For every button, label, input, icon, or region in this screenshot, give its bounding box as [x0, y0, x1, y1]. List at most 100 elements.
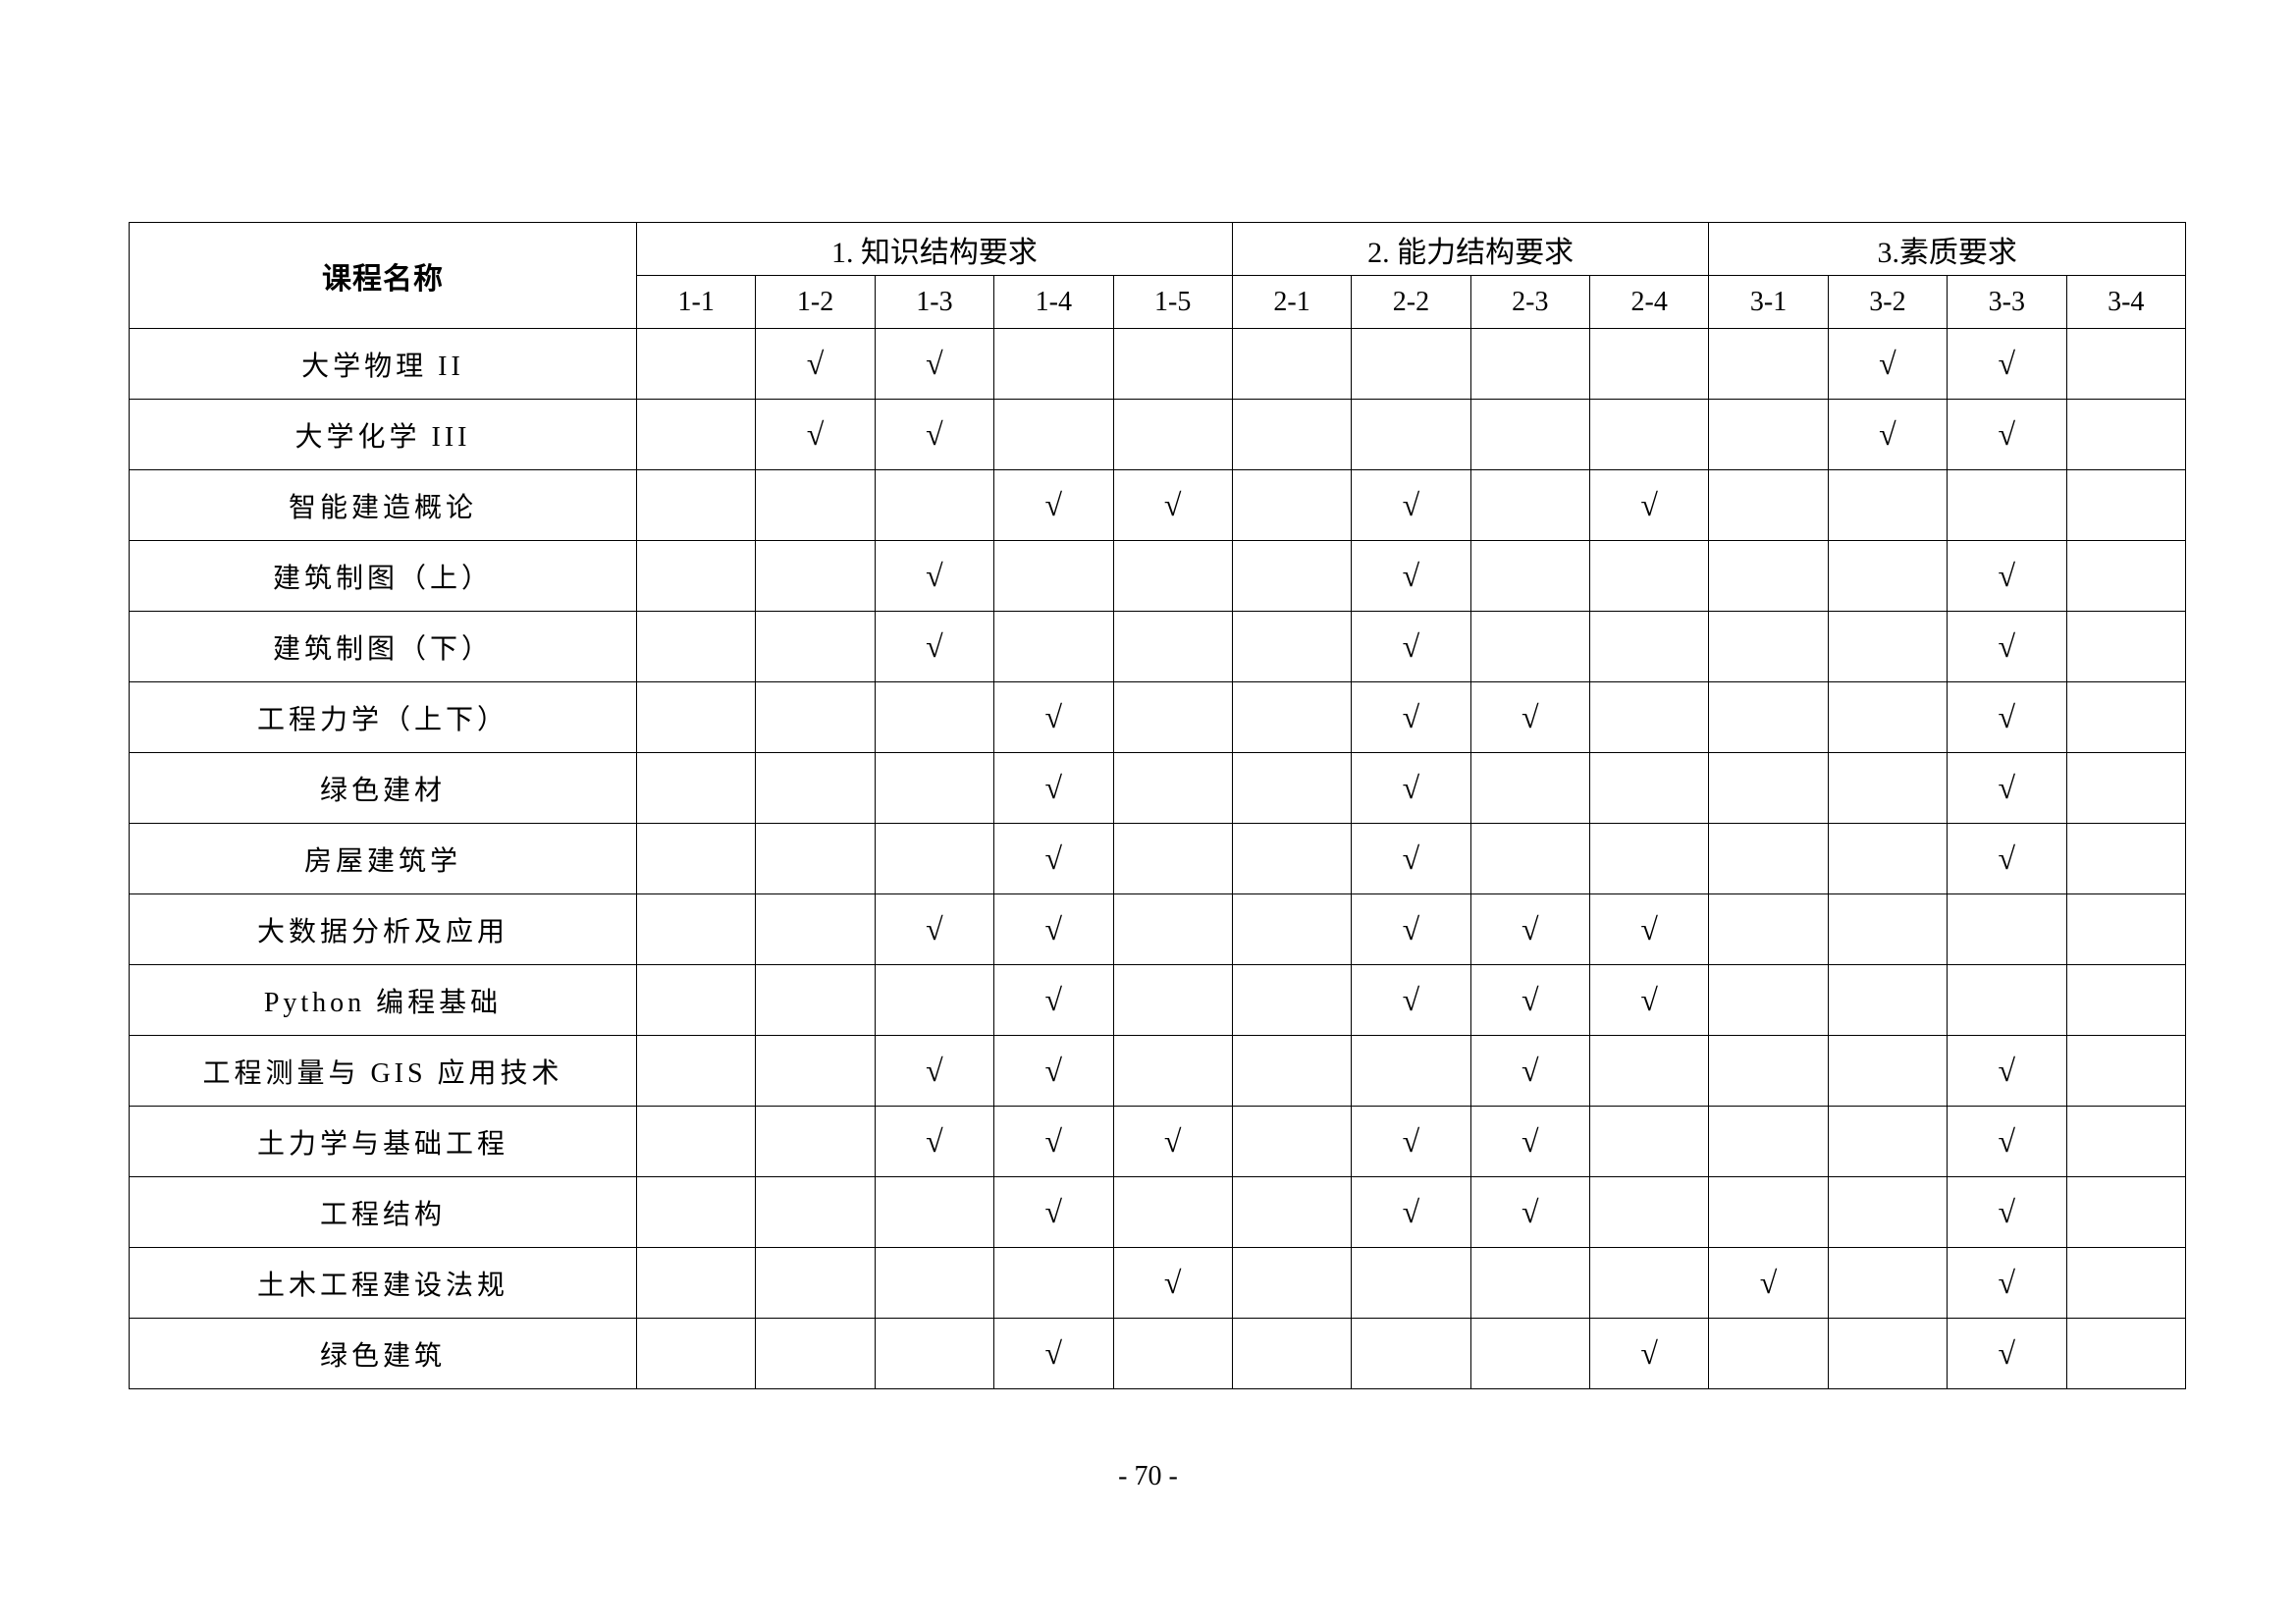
- empty-cell: [755, 540, 876, 612]
- empty-cell: [1947, 893, 2067, 965]
- empty-cell: [1231, 611, 1353, 682]
- empty-cell: [1708, 681, 1829, 753]
- empty-cell: [2065, 1247, 2186, 1319]
- empty-cell: [755, 1176, 876, 1248]
- requirement-code-header: 2-2: [1351, 275, 1471, 329]
- empty-cell: [1469, 823, 1591, 894]
- empty-cell: [874, 752, 995, 824]
- empty-cell: [1588, 540, 1710, 612]
- empty-cell: [755, 1318, 876, 1389]
- empty-cell: [1588, 823, 1710, 894]
- empty-cell: [1827, 1176, 1949, 1248]
- empty-cell: [635, 681, 757, 753]
- empty-cell: [1112, 1176, 1233, 1248]
- empty-cell: [1469, 611, 1591, 682]
- empty-cell: [1112, 752, 1233, 824]
- requirement-code-header: 3-4: [2065, 275, 2186, 329]
- check-mark-cell: √: [874, 328, 995, 400]
- empty-cell: [1231, 540, 1353, 612]
- check-mark-cell: √: [874, 1106, 995, 1177]
- empty-cell: [2065, 328, 2186, 400]
- check-mark-cell: √: [874, 611, 995, 682]
- empty-cell: [2065, 964, 2186, 1036]
- requirement-code-header: 2-3: [1469, 275, 1591, 329]
- check-mark-cell: √: [1351, 469, 1471, 541]
- table-row: 智能建造概论 √ √ √ √: [129, 469, 2186, 541]
- empty-cell: [1588, 681, 1710, 753]
- course-name: 大数据分析及应用: [129, 893, 637, 965]
- empty-cell: [1588, 1035, 1710, 1107]
- empty-cell: [1231, 328, 1353, 400]
- empty-cell: [1231, 1176, 1353, 1248]
- empty-cell: [635, 1247, 757, 1319]
- empty-cell: [1231, 399, 1353, 470]
- check-mark-cell: √: [1469, 1035, 1591, 1107]
- empty-cell: [1112, 1035, 1233, 1107]
- table-row: 大学物理 II √ √ √ √: [129, 328, 2186, 400]
- check-mark-cell: √: [1351, 611, 1471, 682]
- course-name: 智能建造概论: [129, 469, 637, 541]
- empty-cell: [635, 893, 757, 965]
- check-mark-cell: √: [1708, 1247, 1829, 1319]
- course-name: 大学物理 II: [129, 328, 637, 400]
- empty-cell: [635, 328, 757, 400]
- empty-cell: [1708, 752, 1829, 824]
- check-mark-cell: √: [1351, 964, 1471, 1036]
- requirement-code-header: 1-4: [993, 275, 1114, 329]
- empty-cell: [1947, 469, 2067, 541]
- empty-cell: [755, 752, 876, 824]
- check-mark-cell: √: [874, 1035, 995, 1107]
- empty-cell: [2065, 469, 2186, 541]
- empty-cell: [2065, 681, 2186, 753]
- empty-cell: [874, 681, 995, 753]
- table-row: 大学化学 III √ √ √ √: [129, 399, 2186, 470]
- empty-cell: [2065, 823, 2186, 894]
- requirement-code-header: 1-2: [755, 275, 876, 329]
- empty-cell: [1231, 1035, 1353, 1107]
- empty-cell: [1351, 1318, 1471, 1389]
- requirement-code-header: 1-3: [874, 275, 995, 329]
- empty-cell: [635, 823, 757, 894]
- empty-cell: [1469, 540, 1591, 612]
- empty-cell: [1827, 823, 1949, 894]
- requirement-code-header: 1-5: [1112, 275, 1233, 329]
- empty-cell: [1112, 328, 1233, 400]
- empty-cell: [635, 1035, 757, 1107]
- check-mark-cell: √: [1469, 1176, 1591, 1248]
- course-name: 土木工程建设法规: [129, 1247, 637, 1319]
- empty-cell: [1469, 328, 1591, 400]
- empty-cell: [1708, 1176, 1829, 1248]
- empty-cell: [755, 1106, 876, 1177]
- empty-cell: [755, 469, 876, 541]
- check-mark-cell: √: [755, 399, 876, 470]
- empty-cell: [874, 823, 995, 894]
- check-mark-cell: √: [993, 964, 1114, 1036]
- check-mark-cell: √: [1351, 1106, 1471, 1177]
- empty-cell: [2065, 752, 2186, 824]
- empty-cell: [1231, 681, 1353, 753]
- empty-cell: [1708, 964, 1829, 1036]
- empty-cell: [755, 681, 876, 753]
- check-mark-cell: √: [1947, 540, 2067, 612]
- check-mark-cell: √: [1588, 893, 1710, 965]
- empty-cell: [2065, 1176, 2186, 1248]
- table-row: 建筑制图（上） √ √ √: [129, 540, 2186, 612]
- table-row: Python 编程基础 √ √ √ √: [129, 964, 2186, 1036]
- empty-cell: [1708, 1318, 1829, 1389]
- empty-cell: [1231, 469, 1353, 541]
- empty-cell: [1469, 1247, 1591, 1319]
- empty-cell: [1827, 893, 1949, 965]
- check-mark-cell: √: [1588, 469, 1710, 541]
- check-mark-cell: √: [1351, 1176, 1471, 1248]
- empty-cell: [635, 540, 757, 612]
- check-mark-cell: √: [993, 469, 1114, 541]
- check-mark-cell: √: [1588, 964, 1710, 1036]
- empty-cell: [1351, 1247, 1471, 1319]
- requirement-code-header: 2-1: [1231, 275, 1353, 329]
- check-mark-cell: √: [1351, 893, 1471, 965]
- check-mark-cell: √: [1947, 399, 2067, 470]
- check-mark-cell: √: [874, 399, 995, 470]
- table-row: 绿色建材 √ √ √: [129, 752, 2186, 824]
- check-mark-cell: √: [1947, 328, 2067, 400]
- empty-cell: [1827, 752, 1949, 824]
